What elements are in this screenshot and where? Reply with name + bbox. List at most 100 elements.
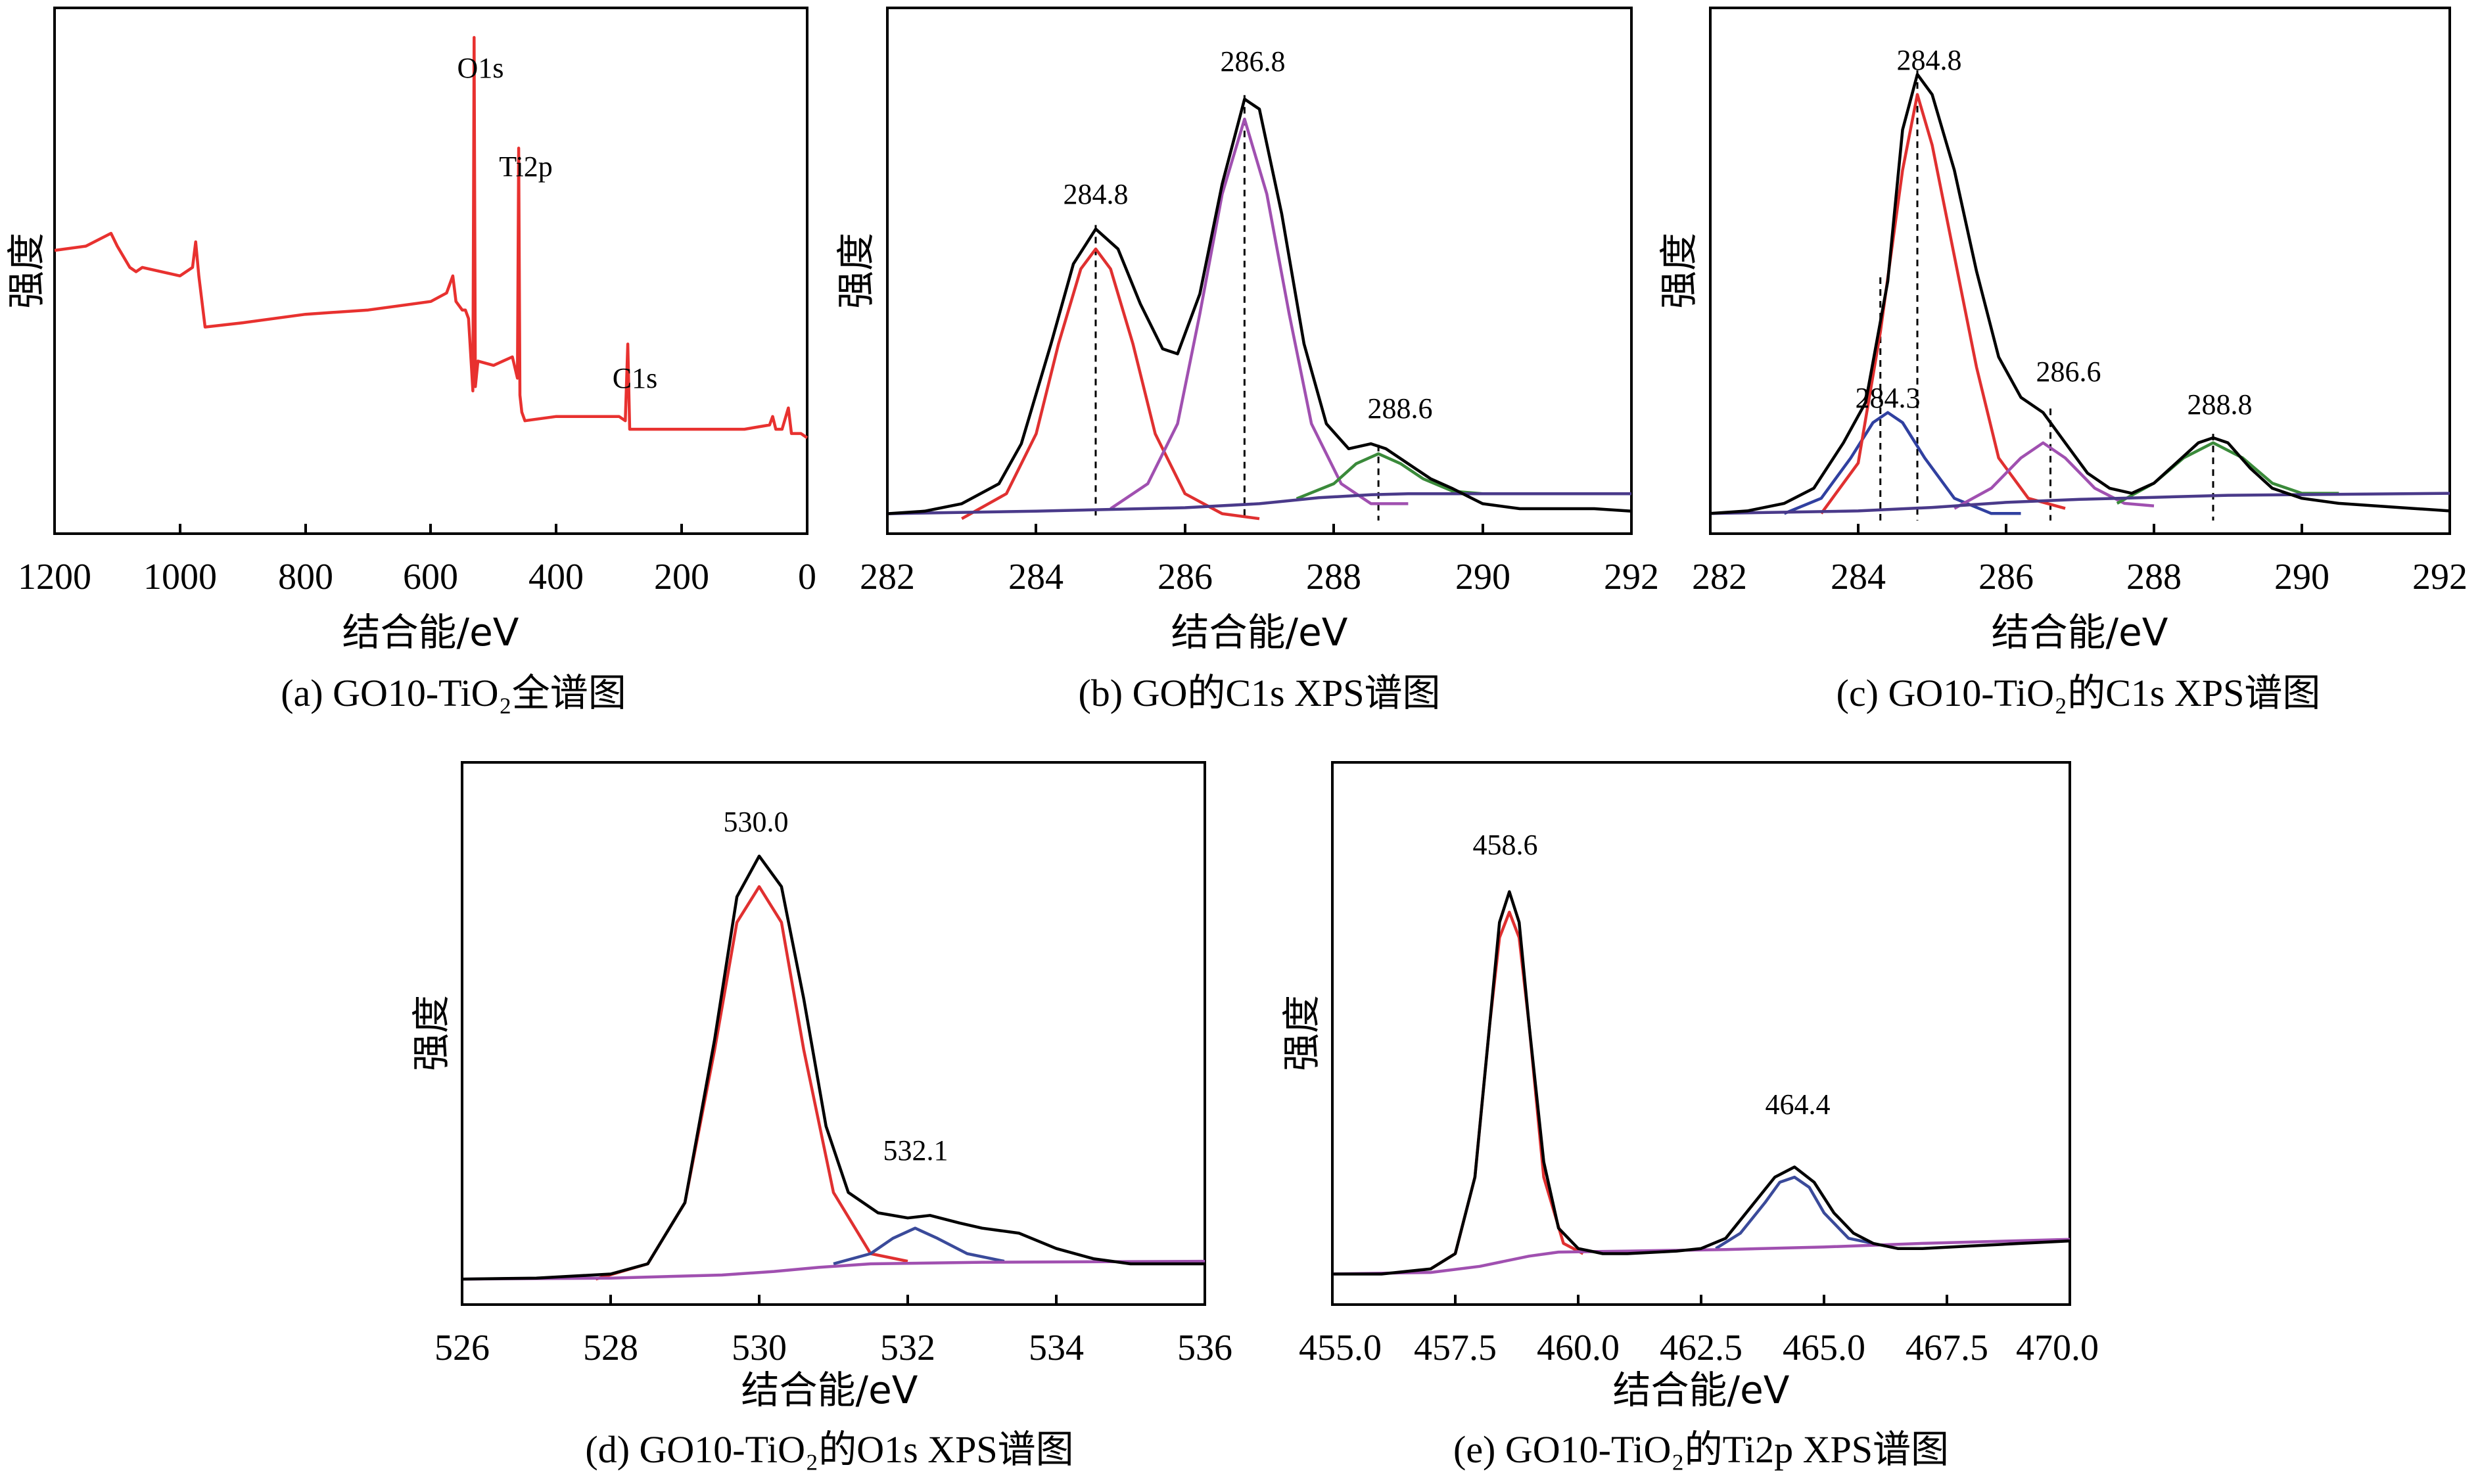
plot-frame [1331, 761, 2071, 1306]
series-line-o-ti [595, 885, 908, 1281]
peak-label: 286.6 [2036, 356, 2101, 388]
panel-a: 1200 1000 800 600 400 200 0 结合能/eV 强度 O1… [4, 7, 816, 714]
panel-caption: (d) GO10-TiO₂的O1s XPS谱图 [585, 1428, 1073, 1471]
x-tick-label: 800 [278, 557, 333, 597]
panel-caption: (e) GO10-TiO₂的Ti2p XPS谱图 [1453, 1428, 1949, 1471]
x-tick-labels: 1200 1000 800 600 400 200 0 [18, 557, 816, 597]
x-tick-label: 200 [654, 557, 709, 597]
series-line-envelope [1332, 890, 2071, 1276]
x-tick-label: 400 [528, 557, 584, 597]
x-tick-labels: 455.0 457.5 460.0 462.5 465.0 467.5 470.… [1299, 1328, 2099, 1368]
peak-annotation: O1s [457, 52, 504, 84]
x-tick-label: 600 [403, 557, 458, 597]
series-line-survey [54, 35, 808, 439]
x-tick-labels: 282 284 286 288 290 292 [860, 557, 1659, 597]
series-line-envelope [461, 854, 1205, 1281]
panel-caption: (c) GO10-TiO₂的C1s XPS谱图 [1837, 672, 2321, 714]
x-tick-label: 282 [1692, 557, 1747, 597]
x-tick-labels: 526 528 530 532 534 536 [434, 1328, 1232, 1368]
x-tick-label: 465.0 [1783, 1328, 1865, 1368]
peak-label: 464.4 [1766, 1088, 1831, 1121]
peak-label: 286.8 [1221, 45, 1286, 78]
x-axis-title: 结合能/eV [342, 610, 519, 655]
panel-caption: (b) GO的C1s XPS谱图 [1078, 672, 1440, 714]
x-tick-label: 467.5 [1906, 1328, 1988, 1368]
y-axis-title: 强度 [409, 995, 454, 1071]
x-tick-label: 530 [732, 1328, 787, 1368]
plot-area [1332, 890, 2071, 1276]
x-tick-label: 290 [2274, 557, 2329, 597]
series-line-ti2p1-2 [1715, 1175, 1874, 1250]
peak-label: 284.8 [1897, 44, 1962, 76]
x-axis-title: 结合能/eV [1613, 1368, 1790, 1412]
x-tick-label: 288 [2126, 557, 2182, 597]
x-tick-label: 286 [1978, 557, 2034, 597]
plot-frame [1709, 7, 2451, 535]
x-tick-label: 536 [1177, 1328, 1232, 1368]
series-line-c-c [1819, 93, 2066, 515]
series-line-c-c [961, 247, 1260, 521]
series-line-background [1710, 492, 2450, 515]
y-axis-title: 强度 [833, 233, 878, 309]
panel-e: 455.0 457.5 460.0 462.5 465.0 467.5 470.… [1279, 761, 2099, 1471]
panel-caption: (a) GO10-TiO₂全谱图 [281, 672, 626, 714]
series-line-background [1332, 1238, 2071, 1276]
x-tick-label: 534 [1029, 1328, 1084, 1368]
x-ticks [1709, 524, 2451, 534]
x-axis-title: 结合能/eV [741, 1368, 918, 1412]
x-tick-label: 462.5 [1660, 1328, 1743, 1368]
x-tick-label: 284 [1831, 557, 1886, 597]
x-tick-label: 292 [1604, 557, 1659, 597]
x-tick-label: 286 [1158, 557, 1213, 597]
peak-label: 532.1 [883, 1134, 948, 1167]
plot-frame [53, 7, 808, 535]
series-line-o-c-o [1296, 452, 1483, 500]
x-tick-label: 282 [860, 557, 915, 597]
x-tick-label: 284 [1008, 557, 1064, 597]
peak-label: 288.8 [2188, 388, 2253, 421]
x-tick-label: 288 [1306, 557, 1361, 597]
y-axis-title: 强度 [1279, 995, 1324, 1071]
x-tick-label: 292 [2412, 557, 2468, 597]
x-tick-label: 470.0 [2016, 1328, 2099, 1368]
x-tick-label: 457.5 [1414, 1328, 1497, 1368]
series-line-sp2 [1783, 411, 2021, 515]
peak-label: 530.0 [724, 806, 789, 838]
plot-area [1710, 70, 2450, 521]
x-ticks [1331, 1295, 2071, 1305]
x-tick-label: 526 [434, 1328, 490, 1368]
x-tick-labels: 282 284 286 288 290 292 [1692, 557, 2468, 597]
peak-label: 284.8 [1064, 178, 1129, 210]
plot-area [887, 95, 1632, 521]
plot-area [461, 854, 1205, 1281]
series-line-ti2p3-2 [1430, 910, 1584, 1270]
series-line-envelope [887, 97, 1632, 515]
peak-annotation: Ti2p [499, 151, 553, 183]
y-axis-title: 强度 [4, 233, 49, 309]
peak-label: 288.6 [1368, 392, 1433, 425]
x-tick-label: 0 [798, 557, 816, 597]
peak-label: 458.6 [1473, 829, 1538, 861]
x-tick-label: 1200 [18, 557, 91, 597]
x-ticks [461, 1295, 1206, 1305]
series-line-o-c [833, 1226, 1005, 1266]
x-ticks [53, 524, 808, 534]
plot-area [54, 35, 808, 439]
x-tick-label: 455.0 [1299, 1328, 1382, 1368]
peak-annotation: C1s [613, 362, 657, 394]
series-line-envelope [1710, 72, 2450, 515]
series-line-background [887, 492, 1631, 515]
x-tick-label: 532 [880, 1328, 935, 1368]
x-ticks [886, 524, 1633, 534]
y-axis-title: 强度 [1656, 233, 1701, 309]
plot-frame [886, 7, 1633, 535]
x-tick-label: 290 [1455, 557, 1510, 597]
x-axis-title: 结合能/eV [1992, 610, 2168, 655]
series-line-background [461, 1259, 1205, 1281]
panel-b: 282 284 286 288 290 292 结合能/eV 强度 284.8 … [833, 7, 1659, 714]
panel-c: 282 284 286 288 290 292 结合能/eV 强度 284.3 … [1656, 7, 2468, 714]
x-axis-title: 结合能/eV [1171, 610, 1348, 655]
series-line-c-o [1110, 117, 1409, 510]
peak-label: 284.3 [1856, 382, 1921, 414]
